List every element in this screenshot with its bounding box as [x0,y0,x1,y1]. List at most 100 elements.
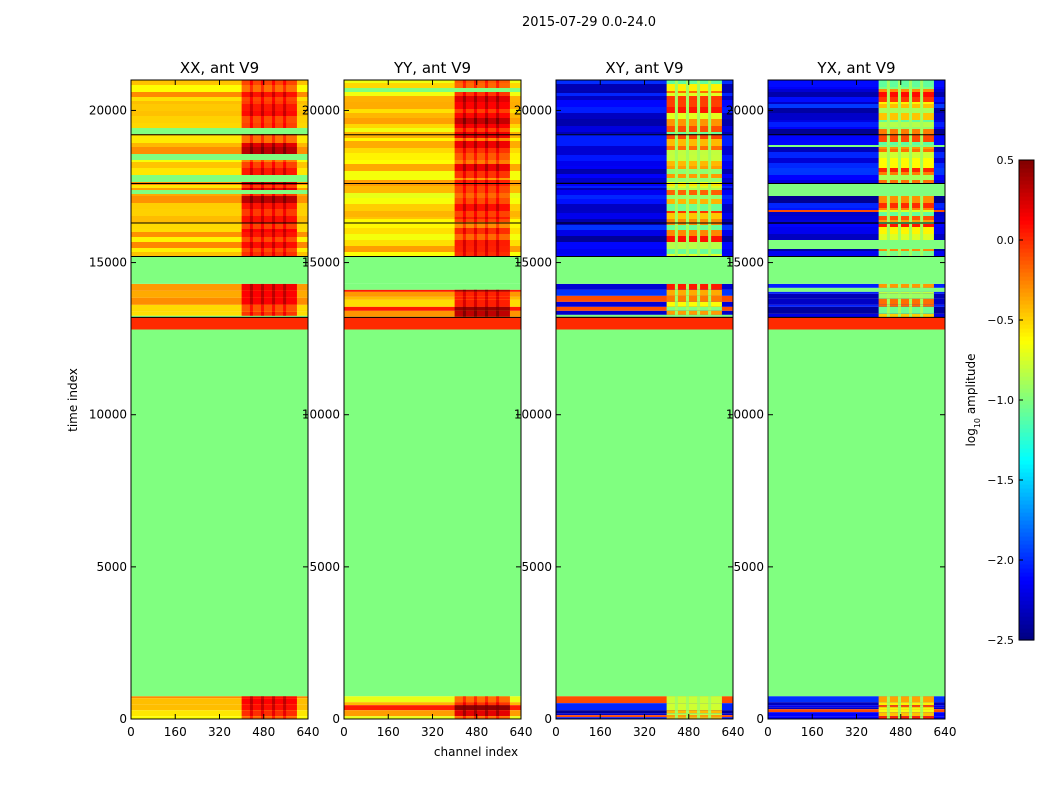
bright-channel-block [878,102,934,104]
channel-column [674,84,678,91]
channel-column [473,83,477,88]
y-tick-label: 20000 [89,103,127,117]
colorbar-step [1019,260,1034,265]
bright-channel-block [454,696,510,703]
time-stripe [344,118,521,124]
channel-column [697,107,701,113]
time-stripe [131,194,308,196]
channel-column [249,237,253,242]
colorbar-step [1019,208,1034,213]
channel-column [685,96,689,100]
time-stripe [131,111,308,116]
time-stripe [556,178,733,182]
channel-column [697,199,701,204]
colorbar-step [1019,348,1034,353]
channel-column [897,163,901,168]
colorbar: 0.5 0.0 −0.5 −1.0 −1.5 −2.0 −2.5 log10 amplitud… [964,154,1035,647]
channel-column [708,80,712,84]
channel-column [283,188,287,190]
time-stripe [131,147,308,154]
bright-channel-block [454,710,510,717]
channel-column [674,190,678,195]
bright-channel-block [666,119,722,126]
channel-column [897,92,901,97]
channel-column [272,111,276,116]
channel-column [909,168,913,172]
bright-channel-block [878,224,934,227]
channel-column [920,135,924,142]
time-stripe [344,109,521,113]
bright-channel-block [241,252,297,257]
channel-column [920,172,924,175]
channel-column [886,234,890,240]
channel-column [496,310,500,317]
channel-column [283,143,287,147]
channel-column [260,196,264,203]
bright-channel-block [878,304,934,307]
channel-column [272,290,276,298]
channel-column [283,223,287,229]
channel-column [920,283,924,288]
colorbar-tick-label: 0.5 [997,154,1015,167]
time-stripe [344,705,521,711]
channel-column [674,199,678,204]
x-tick-label: 480 [465,725,488,739]
time-stripe [344,222,521,228]
channel-column [909,216,913,220]
channel-column [897,712,901,717]
bright-channel-block [878,249,934,251]
channel-column [897,709,901,713]
channel-column [897,175,901,180]
channel-column [685,93,689,96]
y-tick-label: 5000 [96,560,127,574]
channel-column [473,96,477,102]
channel-column [462,702,466,706]
channel-column [697,134,701,139]
channel-column [283,116,287,123]
channel-column [473,228,477,234]
channel-column [462,219,466,222]
channel-column [473,148,477,153]
channel-column [462,80,466,83]
channel-column [920,120,924,122]
channel-column [260,85,264,92]
segment-band [768,317,945,330]
channel-column [249,242,253,248]
bright-channel-block [666,146,722,150]
channel-column [909,104,913,108]
channel-column [249,101,253,104]
colorbar-step [1019,172,1034,177]
colorbar-step [1019,540,1034,545]
time-stripe [556,211,733,213]
channel-column [462,171,466,178]
bright-channel-block [241,162,297,168]
channel-column [708,188,712,190]
channel-column [708,100,712,107]
channel-column [249,716,253,719]
bright-channel-block [241,248,297,252]
channel-column [697,715,701,718]
figure-suptitle: 2015-07-29 0.0-24.0 [522,15,656,30]
channel-column [674,306,678,311]
channel-column [485,716,489,719]
channel-column [674,289,678,296]
channel-column [249,248,253,252]
channel-column [886,163,890,168]
bright-channel-block [666,190,722,195]
channel-column [272,232,276,237]
colorbar-step [1019,168,1034,173]
colorbar-step [1019,560,1034,565]
bright-channel-block [878,306,934,314]
channel-column [909,705,913,708]
channel-column [909,89,913,92]
colorbar-step [1019,516,1034,521]
channel-column [249,123,253,128]
channel-column [886,196,890,203]
time-stripe [131,698,308,705]
channel-column [272,136,276,143]
colorbar-step [1019,392,1034,397]
channel-column [249,216,253,223]
time-stripe [768,220,945,222]
channel-column [283,704,287,711]
channel-column [897,208,901,210]
